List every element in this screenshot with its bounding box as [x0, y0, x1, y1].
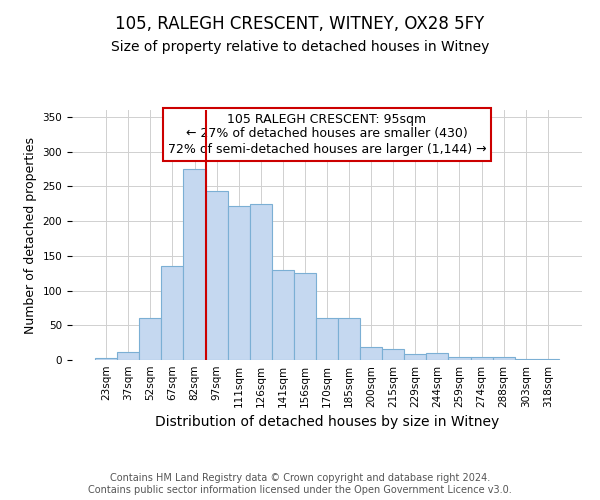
Bar [227, 206, 250, 360]
Bar [161, 266, 184, 360]
Bar [404, 354, 427, 360]
Bar [493, 356, 515, 360]
Bar [316, 318, 338, 360]
Bar [294, 273, 316, 360]
Text: Size of property relative to detached houses in Witney: Size of property relative to detached ho… [111, 40, 489, 54]
Bar [338, 318, 360, 360]
Bar [184, 169, 206, 360]
Bar [206, 191, 227, 360]
Y-axis label: Number of detached properties: Number of detached properties [24, 136, 37, 334]
Bar [250, 204, 272, 360]
Bar [117, 352, 139, 360]
Text: Contains HM Land Registry data © Crown copyright and database right 2024.
Contai: Contains HM Land Registry data © Crown c… [88, 474, 512, 495]
Bar [515, 358, 537, 360]
X-axis label: Distribution of detached houses by size in Witney: Distribution of detached houses by size … [155, 416, 499, 430]
Bar [470, 356, 493, 360]
Bar [448, 357, 470, 360]
Bar [360, 347, 382, 360]
Bar [95, 358, 117, 360]
Bar [537, 358, 559, 360]
Bar [427, 353, 448, 360]
Bar [382, 349, 404, 360]
Text: 105 RALEGH CRESCENT: 95sqm
← 27% of detached houses are smaller (430)
72% of sem: 105 RALEGH CRESCENT: 95sqm ← 27% of deta… [167, 112, 487, 156]
Bar [272, 270, 294, 360]
Bar [139, 318, 161, 360]
Text: 105, RALEGH CRESCENT, WITNEY, OX28 5FY: 105, RALEGH CRESCENT, WITNEY, OX28 5FY [115, 15, 485, 33]
